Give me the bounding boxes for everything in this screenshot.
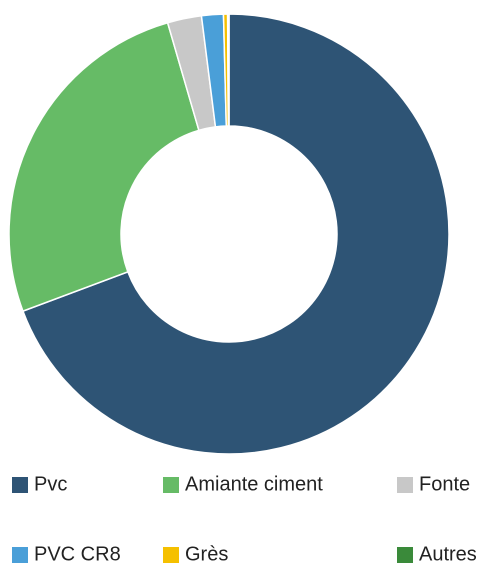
legend-swatch	[163, 477, 179, 493]
legend-label: Fonte	[419, 473, 470, 495]
legend-label: Amiante ciment	[185, 473, 323, 495]
legend-label: Autres	[419, 543, 477, 565]
legend-swatch	[397, 547, 413, 563]
legend-label: Grès	[185, 543, 228, 565]
donut-slice	[226, 13, 230, 127]
legend-label: Pvc	[34, 473, 67, 495]
donut-slice	[8, 21, 200, 313]
donut-slice	[21, 13, 450, 455]
legend-swatch	[12, 547, 28, 563]
legend-label: PVC CR8	[34, 543, 121, 565]
legend-swatch	[163, 547, 179, 563]
legend-swatch	[397, 477, 413, 493]
legend-swatch	[12, 477, 28, 493]
